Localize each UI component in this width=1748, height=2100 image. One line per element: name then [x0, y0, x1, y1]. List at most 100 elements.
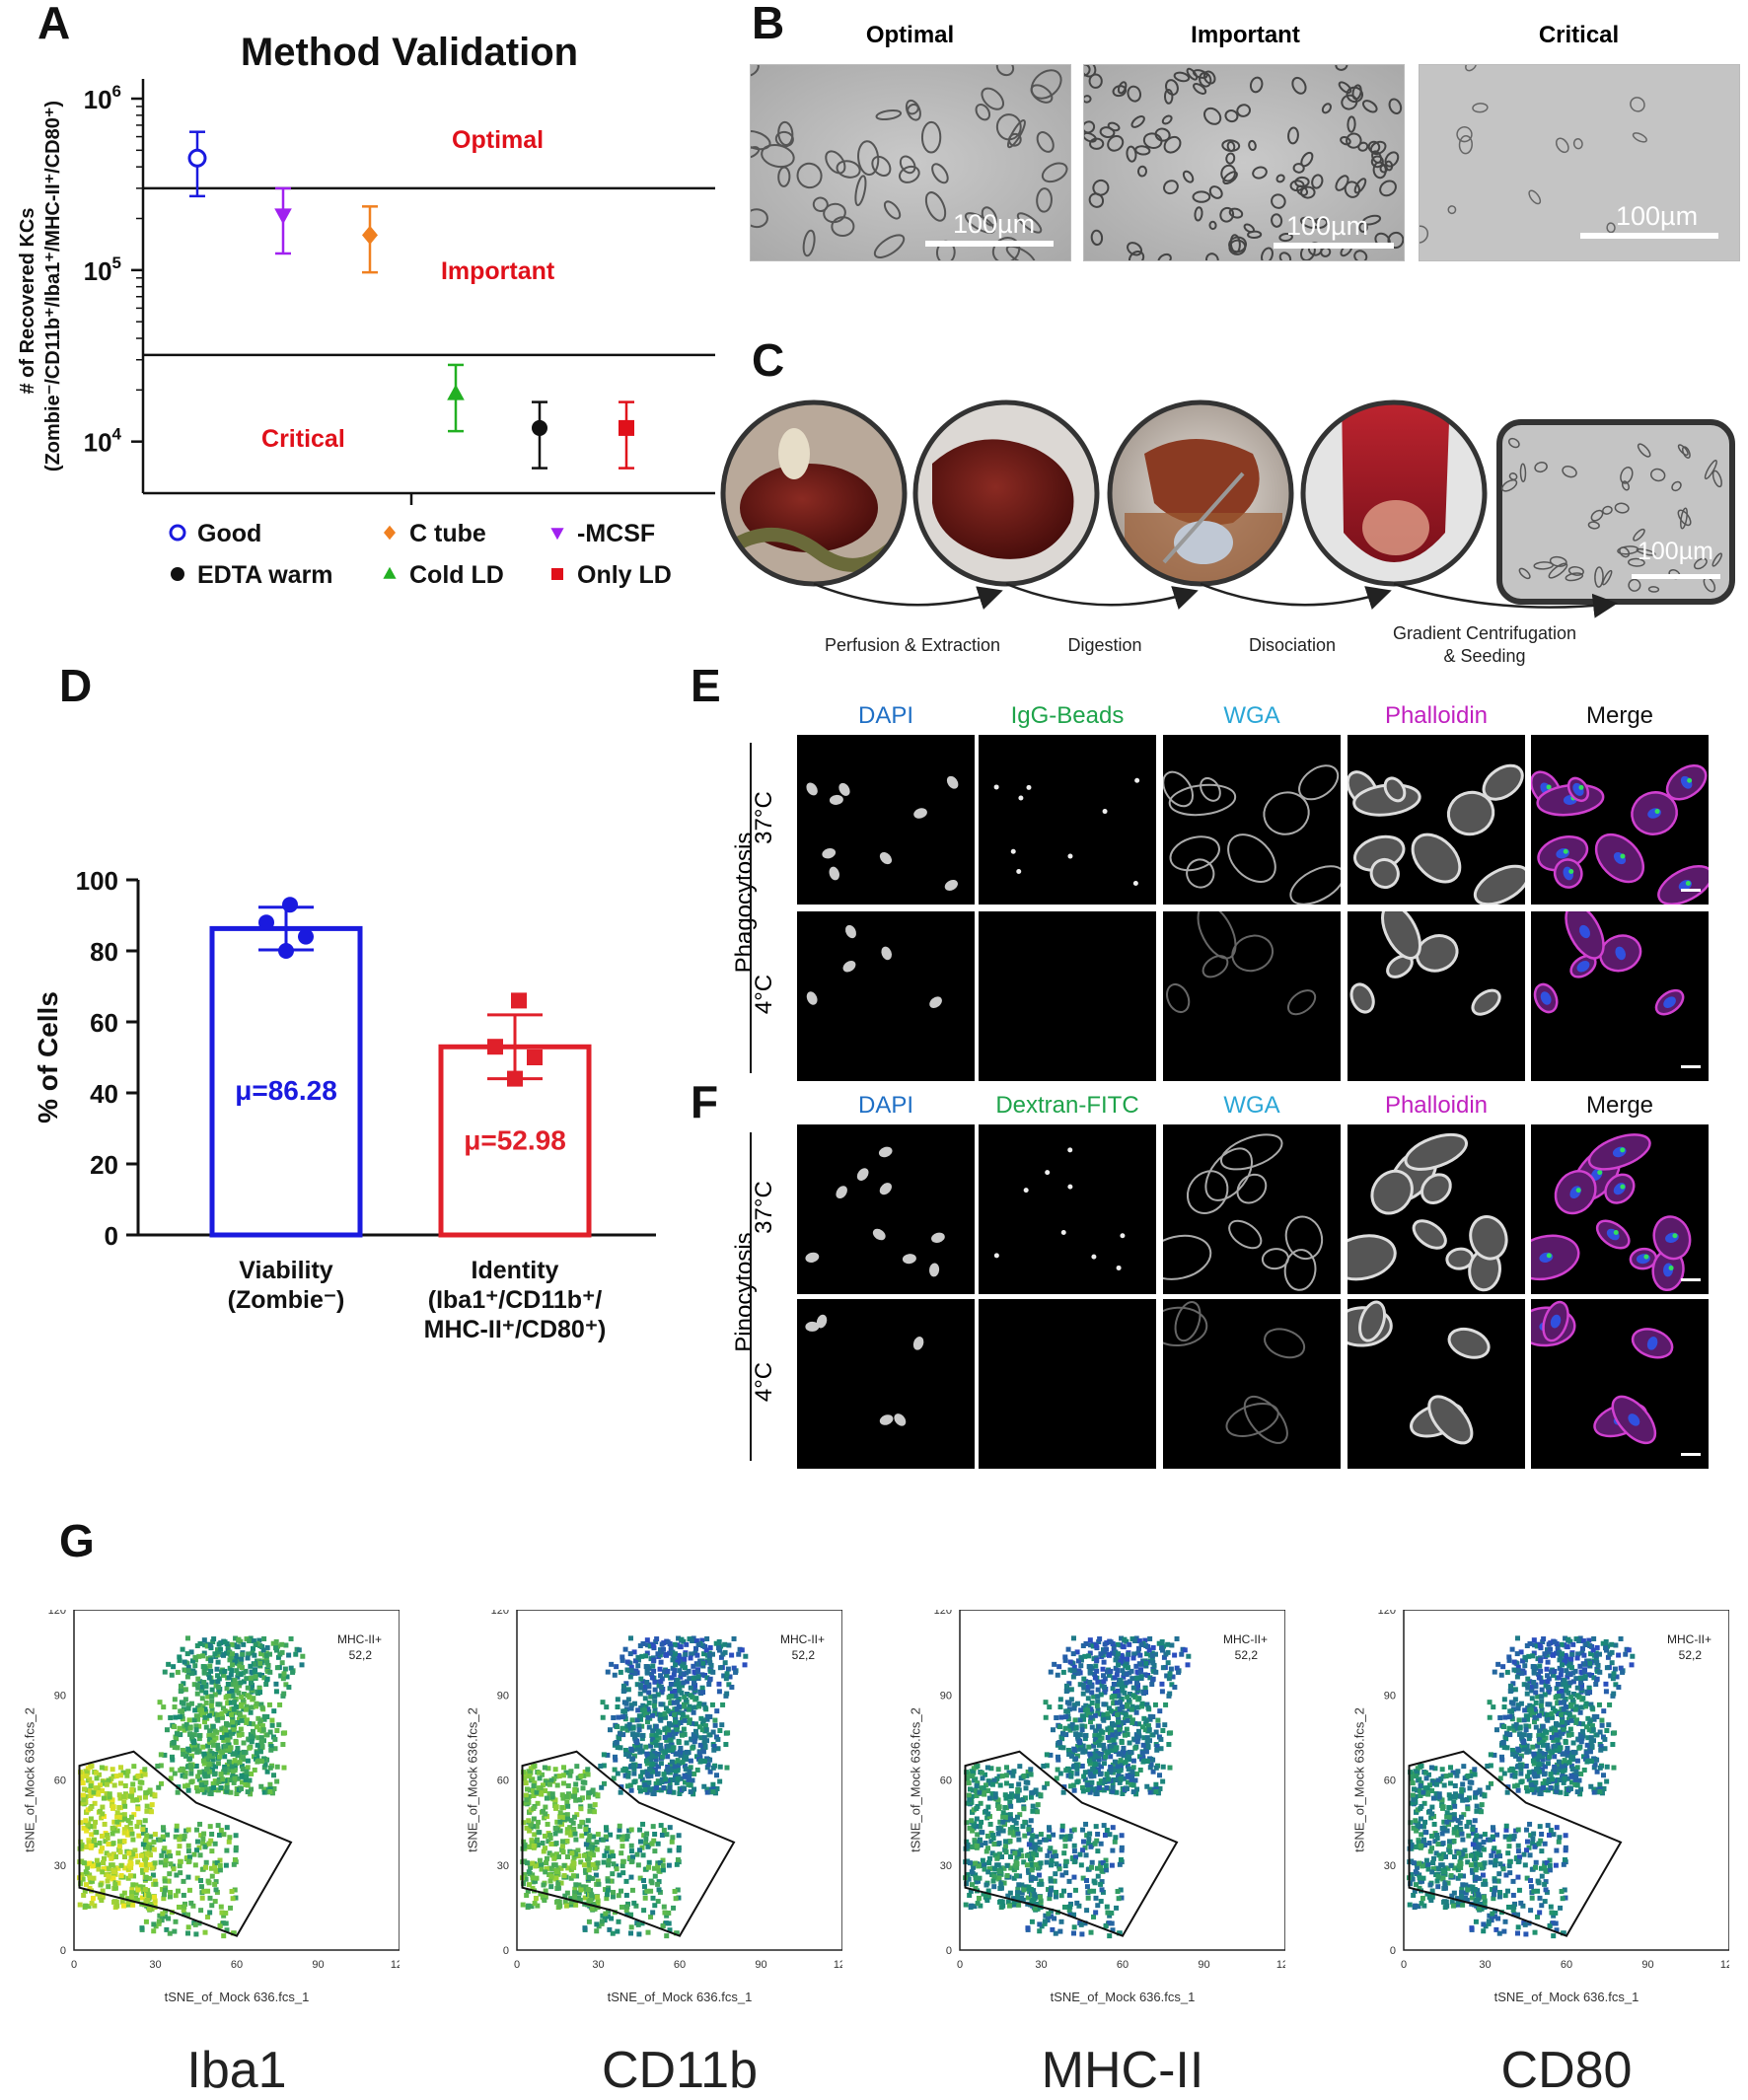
- step-label-dissociation: Disociation: [1223, 635, 1361, 656]
- panel-label-d: D: [59, 659, 92, 712]
- bar-identity: μ=52.98: [441, 992, 589, 1235]
- zone-label: Optimal: [452, 126, 544, 154]
- channel-header-wga: WGA: [1163, 702, 1341, 730]
- panel-b-label-optimal: Optimal: [750, 22, 1070, 49]
- x-axis-label: tSNE_of_Mock 636.fcs_1: [1051, 1990, 1196, 2004]
- micrograph-critical: 100µm: [1419, 64, 1740, 261]
- micrograph-optimal: 100µm: [750, 64, 1071, 261]
- micrograph-dextran-fitc-37c: [979, 1124, 1156, 1294]
- y-tick-label: 30: [940, 1860, 952, 1872]
- svg-text:-MCSF: -MCSF: [577, 520, 655, 547]
- y-tick-label: 60: [90, 1008, 118, 1038]
- y-tick-label: 90: [497, 1690, 509, 1702]
- y-tick-label: 106: [84, 82, 121, 114]
- y-tick-label: 120: [48, 1610, 66, 1617]
- legend-item: Only LD: [551, 561, 672, 589]
- y-tick-label: 80: [90, 937, 118, 967]
- temperature-label: 37°C: [751, 1168, 778, 1247]
- x-tick-label: 60: [1561, 1959, 1572, 1971]
- channel-header-dapi: DAPI: [797, 702, 975, 730]
- marker-label-cd11b: CD11b: [497, 2041, 862, 2100]
- plot-frame: [74, 1610, 400, 1950]
- gate-polygon: [80, 1752, 292, 1936]
- tsne-plot-cd80: MHC-II+52,200303060609090120120tSNE_of_M…: [1364, 1610, 1729, 2019]
- data-point-cold-ld: [447, 365, 465, 431]
- plot-frame: [517, 1610, 842, 1950]
- micrograph-merge-4c: [1531, 911, 1709, 1081]
- mean-label: μ=86.28: [235, 1075, 337, 1106]
- data-point: [258, 914, 274, 930]
- x-axis-label: tSNE_of_Mock 636.fcs_1: [165, 1990, 310, 2004]
- svg-text:Only LD: Only LD: [577, 561, 672, 589]
- plot-frame: [1404, 1610, 1729, 1950]
- temperature-label: 37°C: [751, 778, 778, 857]
- svg-text:EDTA warm: EDTA warm: [197, 561, 333, 589]
- panel-label-g: G: [59, 1514, 95, 1567]
- channel-header-merge: Merge: [1531, 702, 1709, 730]
- micrograph-dapi-4c: [797, 1299, 975, 1469]
- gate-polygon: [523, 1752, 735, 1936]
- y-tick-label: 30: [1384, 1860, 1396, 1872]
- y-tick-label: 60: [940, 1775, 952, 1787]
- step-liver-photo: [908, 395, 1105, 592]
- category-label: Viability: [239, 1257, 333, 1284]
- micrograph-wga-37c: [1163, 1124, 1341, 1294]
- tsne-plot-cd11b: MHC-II+52,200303060609090120120tSNE_of_M…: [477, 1610, 842, 2019]
- category-label: Identity: [472, 1257, 559, 1284]
- data-point: [282, 897, 298, 912]
- assay-label: Phagocytosis: [731, 804, 759, 1001]
- gate-name: MHC-II+: [1223, 1632, 1268, 1646]
- channel-header-merge: Merge: [1531, 1092, 1709, 1120]
- y-axis-label: % of Cells: [33, 991, 63, 1123]
- marker-label-iba1: Iba1: [54, 2041, 419, 2100]
- x-tick-label: 60: [1117, 1959, 1129, 1971]
- x-tick-label: 90: [755, 1959, 766, 1971]
- temperature-label: 4°C: [751, 1342, 778, 1421]
- x-tick-label: 30: [1479, 1959, 1491, 1971]
- tsne-plot-iba1: MHC-II+52,200303060609090120120tSNE_of_M…: [35, 1610, 400, 2019]
- micrograph-dapi-37c: [797, 1124, 975, 1294]
- y-tick-label: 30: [54, 1860, 66, 1872]
- gate-name: MHC-II+: [1667, 1632, 1712, 1646]
- x-tick-label: 0: [1401, 1959, 1407, 1971]
- channel-header-igg-beads: IgG-Beads: [979, 702, 1156, 730]
- data-point: [527, 1050, 543, 1065]
- micrograph-wga-4c: [1163, 1299, 1341, 1469]
- y-tick-label: 105: [84, 253, 121, 286]
- plot-frame: [960, 1610, 1285, 1950]
- scale-bar: [1681, 889, 1701, 892]
- channel-header-phalloidin: Phalloidin: [1347, 702, 1525, 730]
- legend-item: C tube: [384, 520, 486, 547]
- assay-bracket: [750, 1132, 752, 1461]
- y-tick-label: 0: [60, 1945, 66, 1957]
- micrograph-merge-4c: [1531, 1299, 1709, 1469]
- micrograph-phalloidin-4c: [1347, 1299, 1525, 1469]
- data-point-edta-warm: [532, 402, 547, 469]
- x-tick-label: 90: [1198, 1959, 1209, 1971]
- scale-bar: [1681, 1453, 1701, 1456]
- mean-label: μ=52.98: [464, 1125, 566, 1156]
- chart-a-title: Method Validation: [241, 31, 578, 74]
- y-tick-label: 100: [76, 866, 118, 896]
- data-point: [487, 1039, 503, 1054]
- scale-label: 100µm: [1616, 201, 1698, 232]
- micrograph-dextran-fitc-4c: [979, 1299, 1156, 1469]
- category-label: (Zombie⁻): [228, 1286, 345, 1314]
- assay-bracket: [750, 743, 752, 1073]
- gate-value: 52,2: [1235, 1648, 1259, 1662]
- y-tick-label: 90: [1384, 1690, 1396, 1702]
- y-tick-label: 120: [491, 1610, 509, 1617]
- step-label-perfusion: Perfusion & Extraction: [814, 635, 1011, 656]
- legend-item: -MCSF: [550, 520, 655, 547]
- y-tick-label: 20: [90, 1150, 118, 1180]
- step-digestion-photo: [1105, 395, 1302, 592]
- x-tick-label: 90: [312, 1959, 324, 1971]
- scale-label: 100µm: [1286, 211, 1368, 242]
- category-label: MHC-II⁺/CD80⁺): [424, 1316, 607, 1343]
- micrograph-wga-4c: [1163, 911, 1341, 1081]
- scale-bar: [1632, 574, 1720, 579]
- gate-value: 52,2: [792, 1648, 816, 1662]
- scale-bar: [925, 241, 1054, 247]
- panel-b-label-important: Important: [1085, 22, 1406, 49]
